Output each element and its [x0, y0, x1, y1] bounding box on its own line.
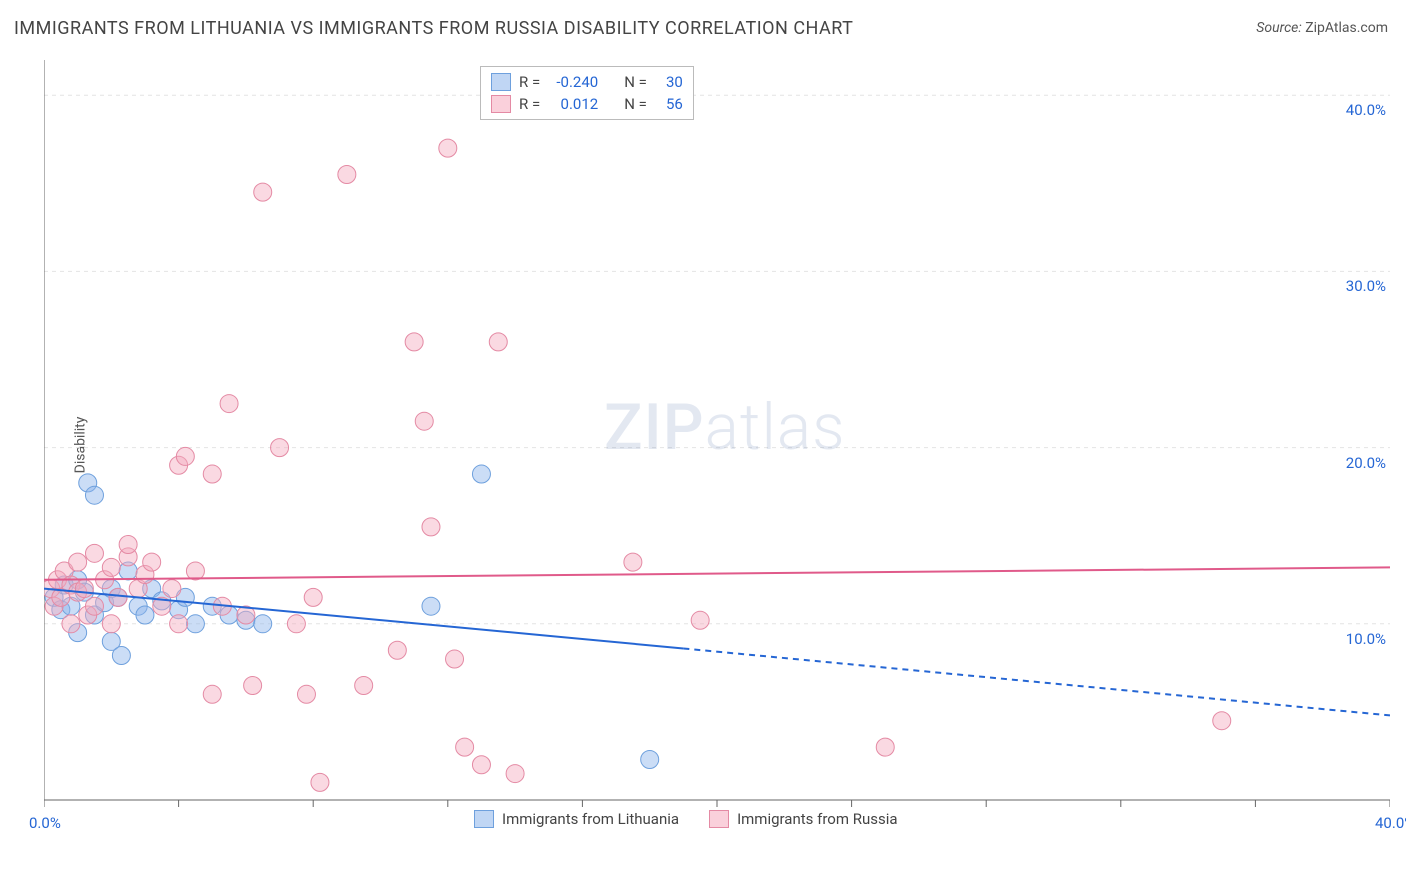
n-value: 56 [655, 95, 683, 113]
r-value: 0.012 [548, 95, 598, 113]
y-tick-label: 40.0% [1326, 101, 1386, 119]
n-label: N = [624, 95, 647, 113]
correlation-legend: R = -0.240 N = 30 R = 0.012 N = 56 [480, 66, 694, 120]
n-label: N = [624, 73, 647, 91]
legend-swatch [491, 95, 511, 113]
r-value: -0.240 [548, 73, 598, 91]
x-tick-label: 0.0% [29, 814, 61, 832]
legend-item: Immigrants from Lithuania [474, 810, 679, 828]
n-value: 30 [655, 73, 683, 91]
legend-label: Immigrants from Russia [737, 810, 897, 828]
legend-row: R = 0.012 N = 56 [491, 93, 683, 115]
legend-label: Immigrants from Lithuania [502, 810, 679, 828]
r-label: R = [519, 95, 540, 113]
y-tick-label: 20.0% [1326, 454, 1386, 472]
source-label: Source: [1256, 20, 1301, 36]
x-tick-label: 40.0% [1375, 814, 1406, 832]
legend-swatch [474, 810, 494, 828]
legend-swatch [491, 73, 511, 91]
series-legend: Immigrants from Lithuania Immigrants from… [474, 810, 898, 828]
source-value: ZipAtlas.com [1305, 20, 1388, 36]
scatter-plot [44, 60, 1390, 830]
y-tick-label: 10.0% [1326, 630, 1386, 648]
y-tick-label: 30.0% [1326, 277, 1386, 295]
legend-item: Immigrants from Russia [709, 810, 897, 828]
chart-area: Disability ZIPatlas R =-0.240N =30R =0.0… [44, 60, 1390, 830]
legend-swatch [709, 810, 729, 828]
legend-row: R = -0.240 N = 30 [491, 71, 683, 93]
source-attribution: Source: ZipAtlas.com [1256, 20, 1388, 36]
chart-title: IMMIGRANTS FROM LITHUANIA VS IMMIGRANTS … [14, 18, 853, 39]
r-label: R = [519, 73, 540, 91]
